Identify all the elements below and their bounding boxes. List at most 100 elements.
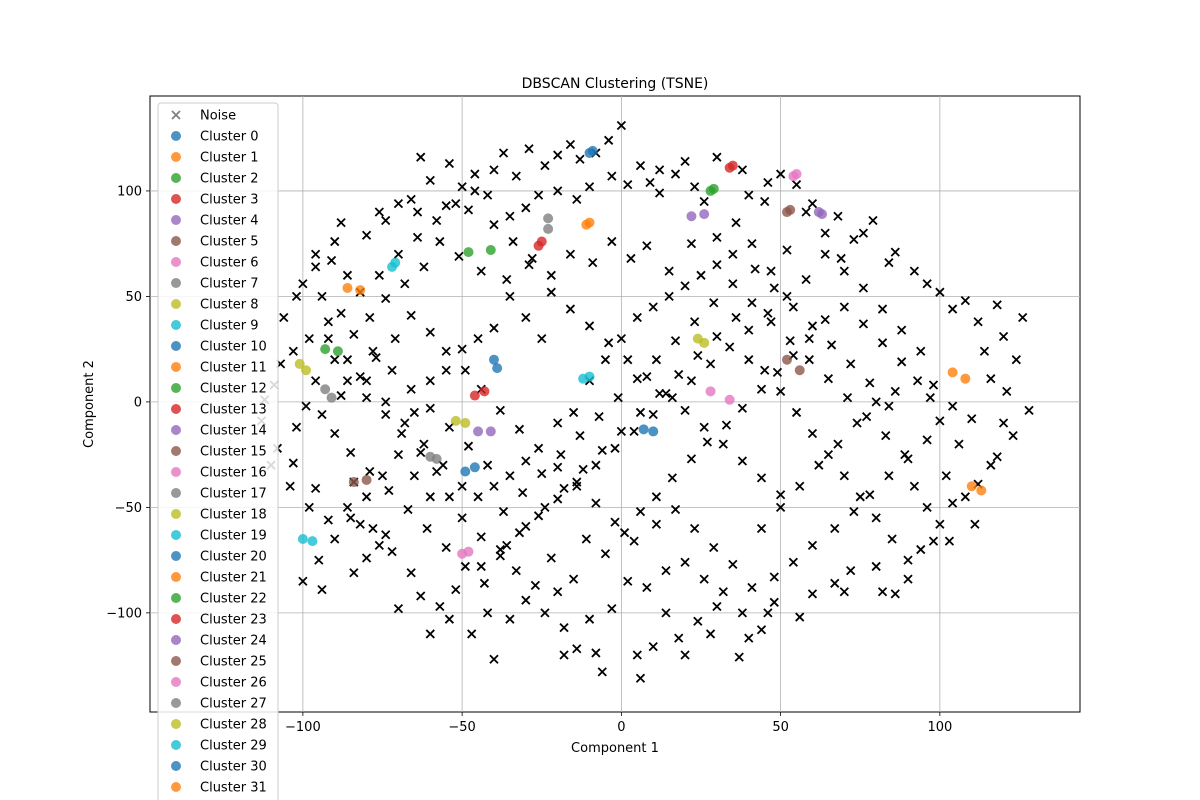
- noise-point: [556, 449, 566, 460]
- noise-point: [820, 228, 830, 238]
- noise-point: [460, 561, 470, 572]
- legend-label: Cluster 25: [200, 655, 267, 670]
- noise-point: [505, 471, 515, 481]
- noise-point: [361, 376, 372, 386]
- noise-point: [842, 393, 853, 403]
- noise-point: [330, 428, 340, 439]
- noise-point: [881, 431, 891, 441]
- cluster-point-30: [460, 466, 471, 477]
- noise-point: [479, 578, 490, 588]
- noise-point: [457, 344, 467, 354]
- noise-point: [463, 205, 474, 215]
- legend-label: Cluster 18: [200, 508, 267, 523]
- noise-point: [699, 422, 709, 432]
- noise-point: [922, 502, 932, 513]
- noise-point: [766, 266, 776, 276]
- cluster-point-24: [485, 426, 496, 437]
- noise-point: [559, 650, 569, 660]
- noise-point: [760, 196, 770, 207]
- noise-point: [409, 407, 419, 418]
- x-tick-label: −50: [448, 720, 475, 735]
- noise-point: [553, 418, 563, 428]
- noise-point: [553, 587, 563, 597]
- noise-point: [839, 471, 849, 481]
- noise-point: [495, 405, 505, 415]
- legend-marker-7: [171, 257, 181, 267]
- noise-point: [342, 355, 353, 365]
- legend-marker-2: [171, 152, 181, 162]
- cluster-point-16: [705, 386, 716, 397]
- noise-point: [409, 471, 419, 481]
- noise-point: [498, 148, 509, 158]
- noise-point: [674, 369, 684, 380]
- noise-point: [568, 407, 579, 418]
- noise-point: [744, 325, 754, 335]
- noise-point: [451, 585, 461, 595]
- noise-point: [607, 603, 617, 614]
- noise-point: [419, 262, 429, 272]
- noise-point: [425, 629, 435, 639]
- noise-point: [709, 542, 719, 553]
- legend-label: Cluster 31: [200, 781, 267, 796]
- noise-point: [1002, 386, 1012, 396]
- noise-point: [489, 165, 499, 175]
- cluster-point-23: [479, 386, 490, 397]
- noise-point: [572, 194, 582, 205]
- noise-point: [775, 502, 786, 513]
- noise-point: [712, 152, 722, 162]
- noise-point: [553, 186, 563, 196]
- noise-point: [750, 264, 760, 274]
- noise-point: [823, 374, 834, 384]
- noise-point: [508, 236, 518, 247]
- noise-point: [572, 477, 582, 487]
- cluster-point-10: [492, 363, 503, 374]
- cluster-point-7: [543, 223, 554, 234]
- legend-marker-27: [171, 677, 181, 687]
- noise-point: [588, 258, 598, 268]
- noise-point: [291, 422, 302, 432]
- legend-marker-9: [171, 299, 181, 309]
- noise-point: [540, 608, 550, 618]
- noise-point: [839, 302, 849, 312]
- legend-marker-3: [171, 173, 181, 183]
- noise-point: [916, 544, 926, 555]
- noise-point: [546, 287, 556, 297]
- noise-point: [680, 156, 690, 167]
- noise-point: [616, 120, 627, 131]
- noise-point: [298, 279, 308, 289]
- noise-point: [744, 355, 754, 365]
- noise-point: [584, 321, 595, 331]
- noise-point: [323, 333, 333, 344]
- cluster-point-22: [332, 346, 343, 357]
- noise-point: [403, 504, 413, 515]
- noise-point: [460, 365, 470, 375]
- y-tick-label: 50: [125, 290, 142, 305]
- noise-point: [731, 217, 741, 228]
- noise-point: [597, 667, 607, 677]
- noise-point: [330, 236, 340, 247]
- noise-point: [495, 544, 505, 555]
- noise-point: [546, 270, 556, 280]
- noise-point: [553, 150, 563, 160]
- noise-point: [947, 498, 958, 508]
- noise-point: [795, 481, 805, 491]
- noise-point: [521, 312, 531, 323]
- noise-point: [705, 359, 716, 369]
- noise-point: [791, 407, 802, 418]
- noise-point: [935, 287, 945, 297]
- noise-point: [346, 513, 356, 523]
- noise-point: [674, 633, 684, 643]
- noise-point: [846, 566, 856, 576]
- noise-point: [858, 319, 869, 329]
- noise-point: [731, 312, 741, 323]
- noise-point: [514, 424, 525, 434]
- cluster-point-17: [320, 384, 331, 395]
- noise-point: [349, 329, 359, 340]
- noise-point: [393, 198, 404, 209]
- noise-point: [591, 498, 601, 508]
- cluster-point-3: [727, 160, 738, 171]
- noise-point: [406, 194, 416, 205]
- noise-point: [476, 266, 486, 276]
- noise-point: [887, 534, 897, 544]
